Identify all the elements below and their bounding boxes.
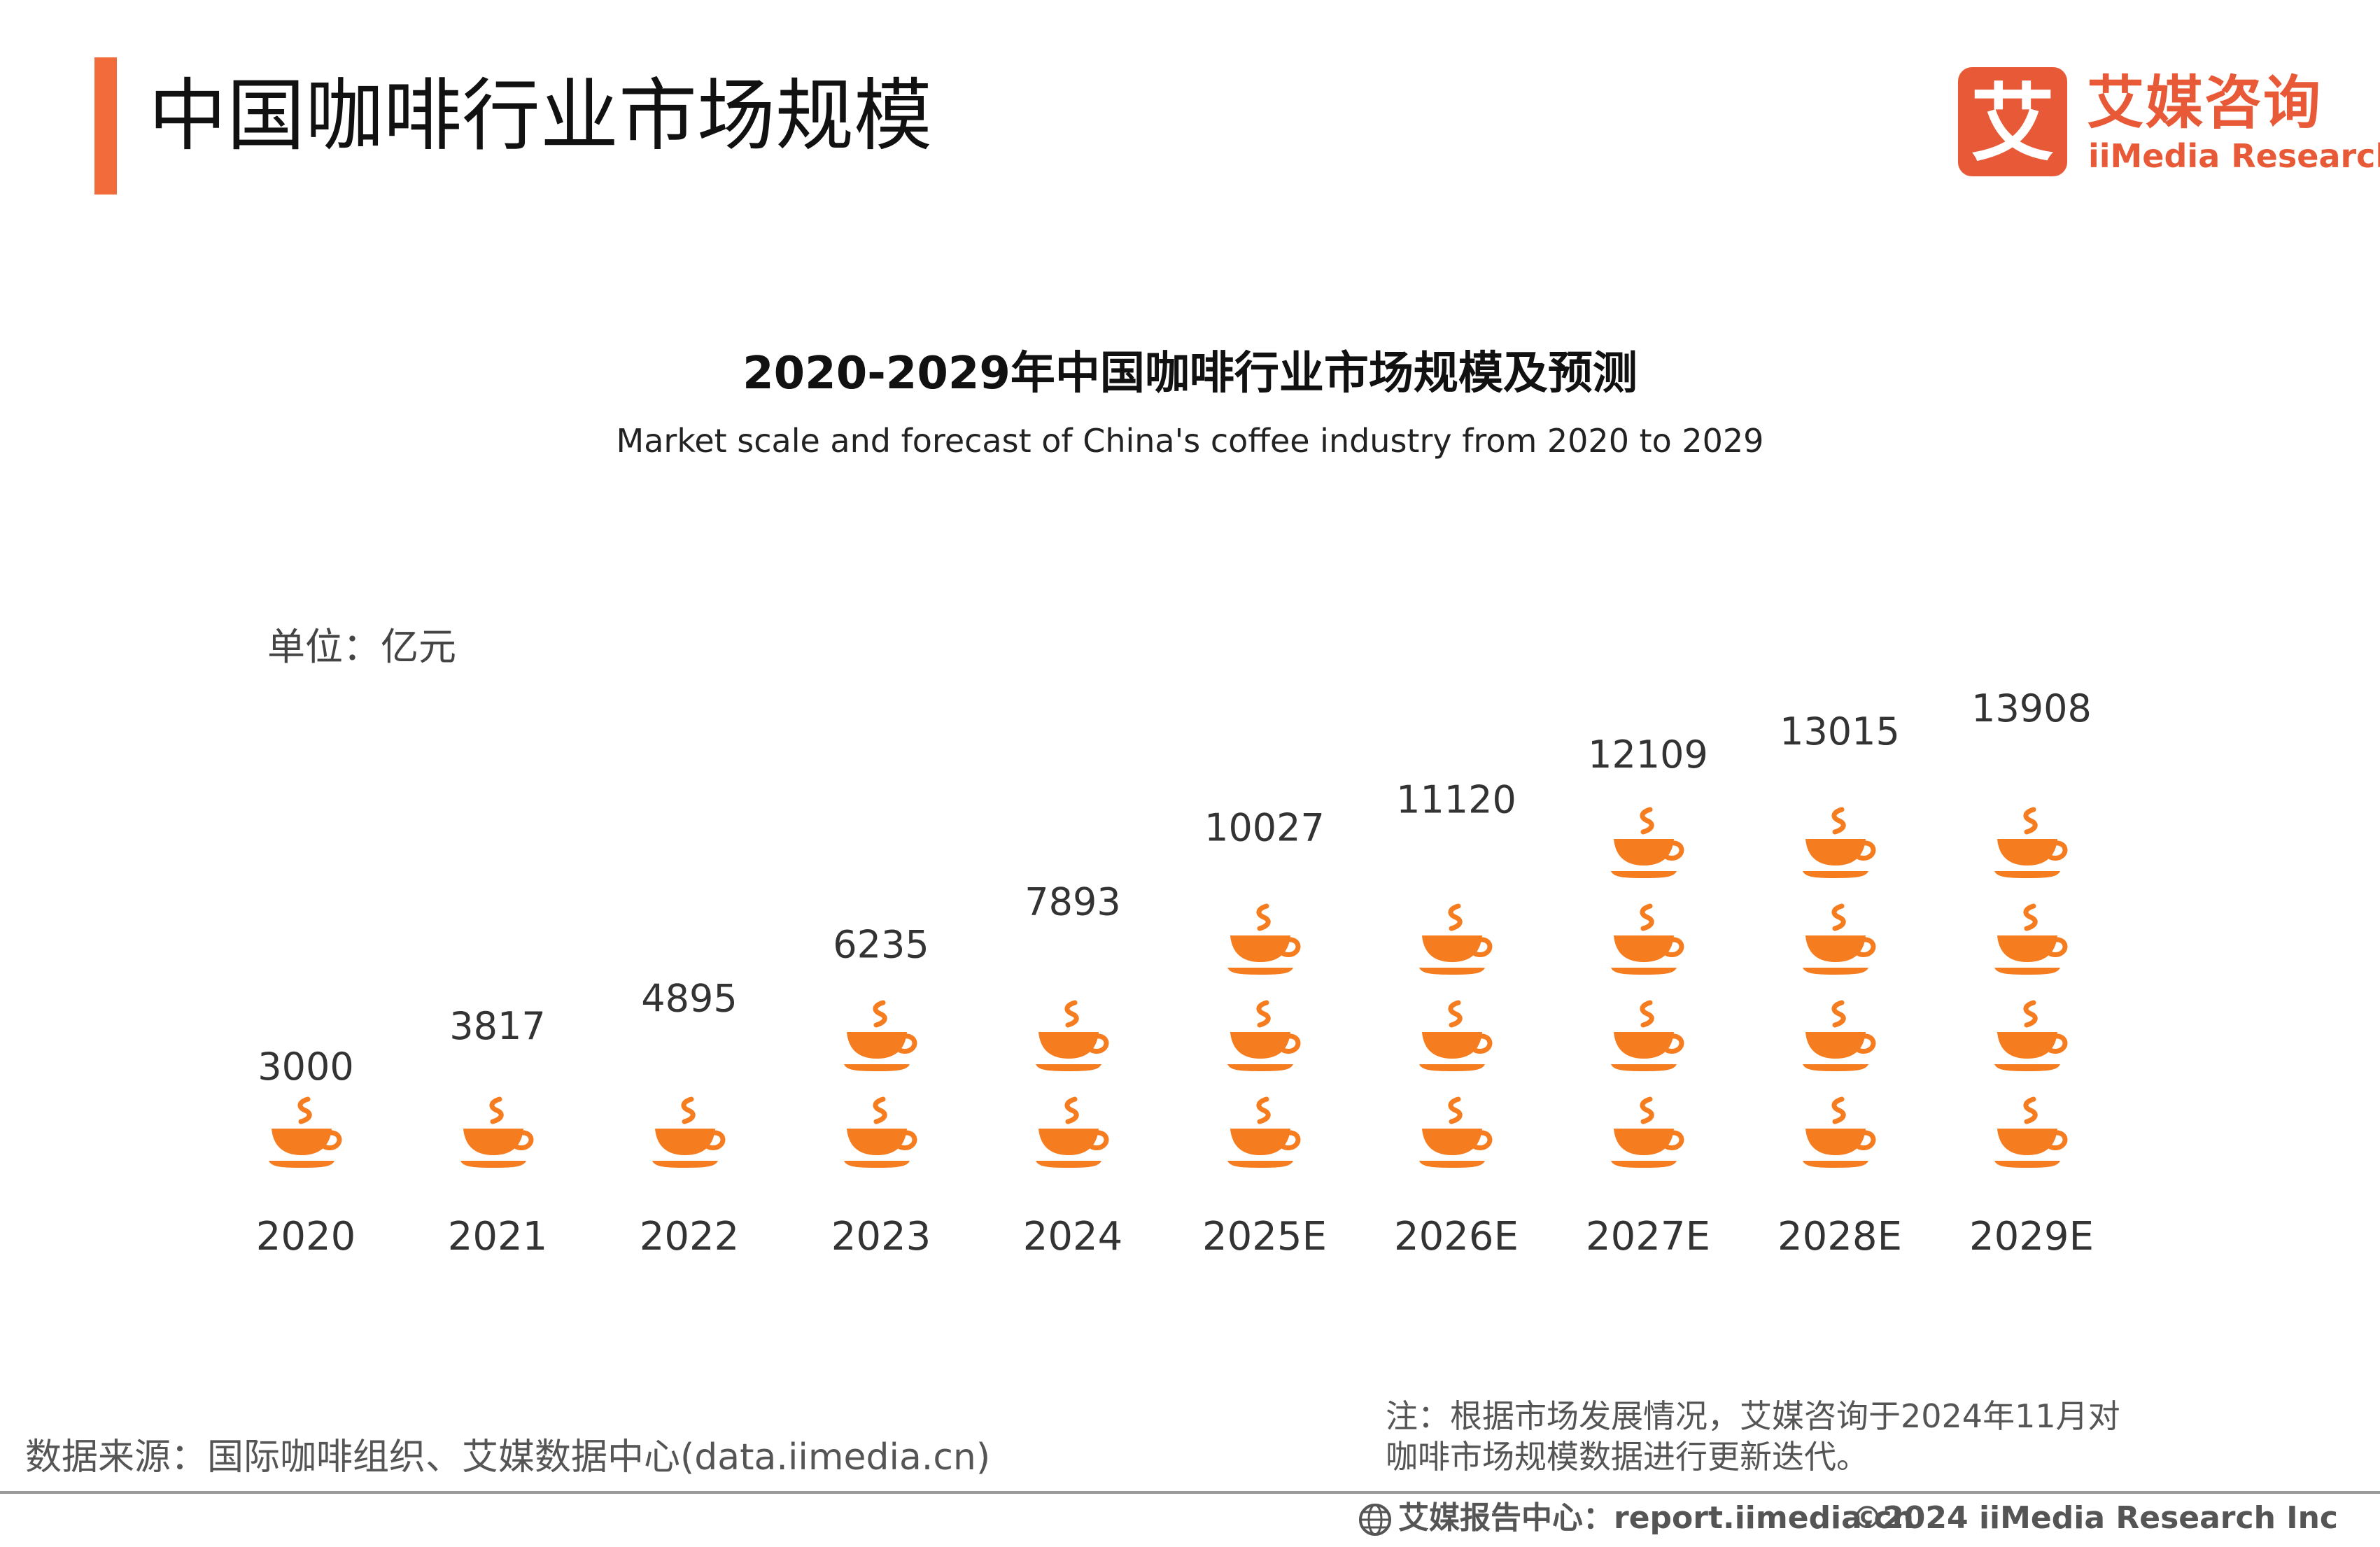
coffee-cup-icon (1803, 810, 1873, 878)
data-note: 注：根据市场发展情况，艾媒咨询于2024年11月对 咖啡市场规模数据进行更新迭代… (1386, 1396, 2225, 1477)
coffee-cup-icon (1611, 906, 1682, 975)
coffee-cup-icon (1994, 1003, 2065, 1071)
coffee-cup-icon (1227, 906, 1298, 975)
copyright: ©2024 iiMedia Research Inc (1852, 1500, 2338, 1536)
value-label: 4895 (641, 977, 737, 1021)
coffee-cup-icon (1419, 1003, 1490, 1071)
bar-2027E: 12109 2027E (1586, 733, 1710, 1259)
footer-divider (0, 1491, 2380, 1494)
coffee-cup-icon (1036, 1003, 1106, 1071)
category-label: 2022 (640, 1214, 740, 1259)
category-label: 2027E (1586, 1214, 1710, 1259)
category-label: 2024 (1023, 1214, 1123, 1259)
category-label: 2028E (1777, 1214, 1902, 1259)
logo-chinese-name: 艾媒咨询 (2087, 70, 2323, 136)
category-label: 2021 (448, 1214, 548, 1259)
coffee-cup-icon (1227, 1099, 1298, 1168)
coffee-cup-icon (1036, 1099, 1106, 1168)
bar-2022: 4895 2022 (640, 977, 740, 1259)
coffee-cup-icon (844, 1003, 915, 1071)
coffee-cup-icon (1803, 906, 1873, 975)
value-label: 3000 (258, 1045, 353, 1089)
category-label: 2025E (1202, 1214, 1327, 1259)
data-note-line-2: 咖啡市场规模数据进行更新迭代。 (1386, 1438, 1868, 1476)
chart-subtitle: Market scale and forecast of China's cof… (616, 422, 1764, 460)
value-label: 13908 (1971, 686, 2092, 730)
iimedia-logo-mark: 艾 (1958, 67, 2067, 176)
category-label: 2026E (1394, 1214, 1519, 1259)
report-center-link[interactable]: 艾媒报告中心：report.iimedia.cn (1358, 1499, 1914, 1538)
coffee-cup-icon (1803, 1003, 1873, 1071)
coffee-cup-icon (1611, 1003, 1682, 1071)
category-label: 2029E (1969, 1214, 2094, 1259)
coffee-cup-icon (1419, 906, 1490, 975)
bar-2020: 3000 2020 (256, 1045, 356, 1259)
coffee-cup-icon (1227, 1003, 1298, 1071)
bar-2028E: 13015 2028E (1777, 709, 1902, 1259)
coffee-cup-icon (844, 1099, 915, 1168)
title-accent-bar (94, 57, 117, 195)
coffee-cup-icon (652, 1099, 723, 1168)
report-center-text: 艾媒报告中心：report.iimedia.cn (1398, 1500, 1914, 1536)
bar-2026E: 11120 2026E (1394, 777, 1519, 1259)
bar-2023: 6235 2023 (831, 922, 931, 1259)
coffee-cup-icon (1611, 810, 1682, 878)
chart-title: 2020-2029年中国咖啡行业市场规模及预测 (742, 348, 1638, 400)
data-source: 数据来源：国际咖啡组织、艾媒数据中心(data.iimedia.cn) (25, 1436, 991, 1478)
data-note-line-1: 注：根据市场发展情况，艾媒咨询于2024年11月对 (1386, 1397, 2120, 1435)
bar-2029E: 13908 2029E (1969, 686, 2094, 1259)
logo-english-name: iiMedia Research (2088, 137, 2380, 175)
coffee-cup-icon (460, 1099, 531, 1168)
value-label: 7893 (1024, 880, 1120, 924)
globe-icon (1359, 1504, 1391, 1536)
page-title: 中国咖啡行业市场规模 (148, 71, 932, 162)
coffee-cup-icon (1994, 1099, 2065, 1168)
value-label: 10027 (1204, 805, 1325, 849)
bar-2025E: 10027 2025E (1202, 805, 1327, 1259)
unit-label: 单位：亿元 (267, 625, 456, 669)
value-label: 3817 (449, 1004, 545, 1048)
coffee-cup-icon (1803, 1099, 1873, 1168)
value-label: 6235 (833, 922, 929, 966)
value-label: 13015 (1780, 709, 1900, 754)
coffee-cup-icon (1994, 906, 2065, 975)
category-label: 2020 (256, 1214, 356, 1259)
value-label: 11120 (1396, 777, 1516, 821)
logo-mark-char: 艾 (1971, 76, 2055, 173)
coffee-cup-icon (1994, 810, 2065, 878)
coffee-cup-icon (1611, 1099, 1682, 1168)
bar-2024: 7893 2024 (1023, 880, 1123, 1259)
bar-2021: 3817 2021 (448, 1004, 548, 1259)
value-label: 12109 (1588, 733, 1708, 777)
coffee-cup-icon (1419, 1099, 1490, 1168)
iimedia-logo[interactable]: 艾 艾媒咨询 iiMedia Research (1958, 67, 2380, 179)
category-label: 2023 (831, 1214, 931, 1259)
coffee-cup-icon (269, 1099, 339, 1168)
